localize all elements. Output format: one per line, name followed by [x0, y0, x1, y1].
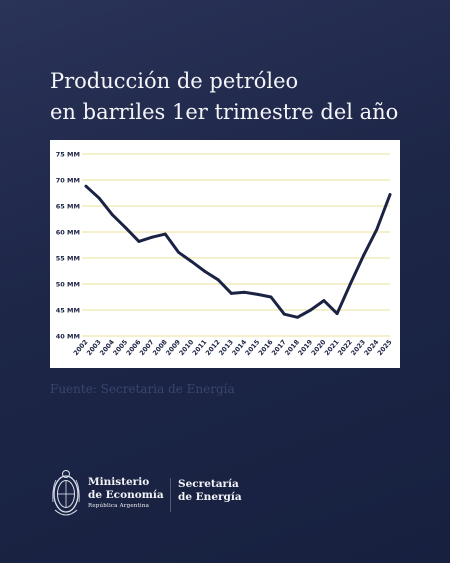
data-point — [322, 299, 326, 303]
data-point — [282, 312, 286, 316]
data-point — [97, 196, 101, 200]
data-point — [335, 312, 339, 316]
secretaria-line-1: Secretaría — [178, 478, 239, 490]
data-point — [296, 315, 299, 319]
footer-logos: Ministerio de Economía República Argenti… — [50, 466, 410, 522]
data-point — [309, 308, 313, 312]
y-tick-label: 55 MM — [56, 255, 80, 263]
logo-divider — [170, 478, 171, 512]
data-point — [362, 254, 365, 257]
data-point — [256, 293, 260, 296]
y-tick-label: 70 MM — [56, 177, 80, 185]
data-point — [111, 213, 114, 217]
y-tick-label: 40 MM — [56, 333, 80, 341]
source-note: Fuente: Secretaria de Energía — [50, 382, 235, 396]
line-chart: 40 MM 45 MM 50 MM 55 MM 60 MM 65 MM 70 MM 75 MM… — [56, 151, 394, 358]
y-tick-label: 45 MM — [56, 307, 80, 315]
data-point — [84, 184, 88, 188]
chart-title: Producción de petróleo en barriles 1er t… — [50, 66, 410, 128]
data-point — [150, 235, 154, 239]
ministry-line-2: de Economía — [88, 489, 164, 501]
ministry-logo-text: Ministerio de Economía República Argenti… — [88, 476, 164, 511]
y-tick-label: 75 MM — [56, 151, 80, 159]
chart-title-line-1: Producción de petróleo — [50, 69, 299, 93]
secretaria-logo-text: Secretaría de Energía — [178, 478, 242, 504]
data-point — [375, 228, 379, 231]
y-tick-label: 50 MM — [56, 281, 80, 289]
y-tick-label: 60 MM — [56, 229, 80, 237]
ministry-line-1: Ministerio — [88, 476, 150, 488]
data-point — [388, 193, 392, 196]
data-point — [177, 250, 180, 254]
data-point — [137, 239, 141, 243]
ministry-line-3: República Argentina — [88, 503, 150, 509]
data-point — [163, 232, 167, 236]
y-tick-label: 65 MM — [56, 203, 80, 211]
series-line — [84, 184, 392, 319]
data-point — [216, 278, 220, 282]
data-point — [348, 282, 352, 286]
x-tick-label: 2025 — [376, 338, 394, 357]
data-point — [229, 291, 233, 295]
data-point — [243, 290, 247, 294]
coat-of-arms-icon — [52, 470, 80, 516]
secretaria-line-2: de Energía — [178, 491, 242, 503]
data-point — [203, 270, 207, 273]
data-point — [124, 226, 128, 230]
data-point — [190, 260, 194, 264]
data-point — [269, 295, 273, 299]
chart-card: 40 MM 45 MM 50 MM 55 MM 60 MM 65 MM 70 MM 75 MM… — [50, 140, 400, 368]
chart-title-line-2: en barriles 1er trimestre del año — [50, 100, 399, 124]
